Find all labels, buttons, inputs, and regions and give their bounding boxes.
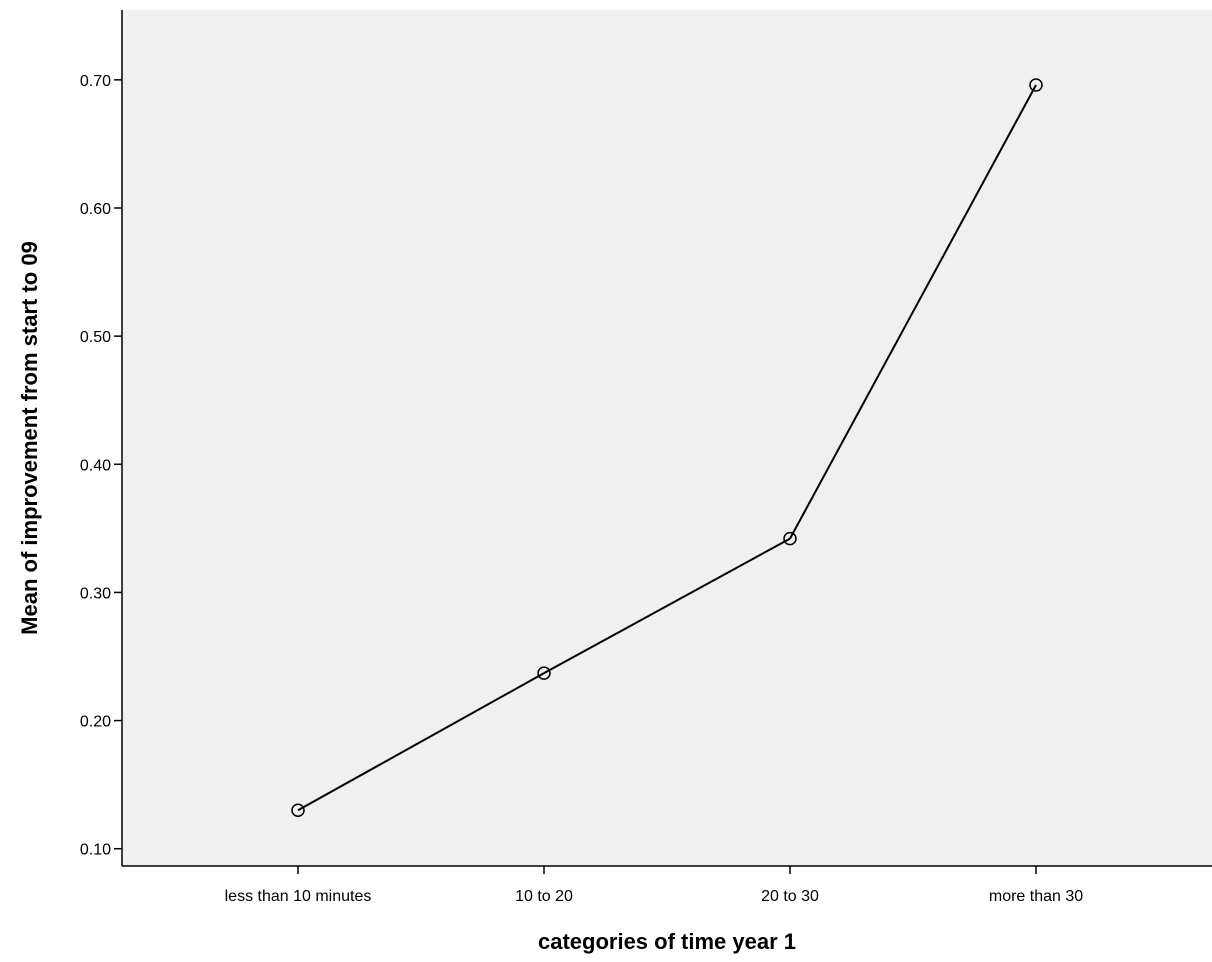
x-tick-label: 20 to 30 xyxy=(761,888,819,905)
data-point-marker xyxy=(1029,78,1043,92)
y-axis: 0.10 0.20 0.30 0.40 0.50 0.60 0.70 xyxy=(80,10,123,866)
y-tick-label: 0.10 xyxy=(80,842,111,859)
y-axis-title: Mean of improvement from start to 09 xyxy=(17,241,42,635)
y-tick-label: 0.30 xyxy=(80,585,111,602)
x-tick-label: 10 to 20 xyxy=(515,888,573,905)
data-point-marker xyxy=(537,666,551,680)
data-points xyxy=(291,78,1043,818)
data-point-marker xyxy=(291,803,305,818)
x-axis: less than 10 minutes 10 to 20 20 to 30 more… xyxy=(122,865,1212,905)
series-line-segment xyxy=(297,672,545,812)
y-tick-label: 0.20 xyxy=(80,714,111,731)
series-line-segment xyxy=(543,537,791,675)
series-line xyxy=(297,84,1037,812)
series-line-segment xyxy=(789,84,1037,540)
y-tick-label: 0.70 xyxy=(80,73,111,90)
x-tick-label: more than 30 xyxy=(989,888,1083,905)
data-point-marker xyxy=(783,531,797,546)
plot-area xyxy=(122,10,1212,866)
x-tick-label: less than 10 minutes xyxy=(225,888,372,905)
y-tick-label: 0.60 xyxy=(80,201,111,218)
x-axis-title: categories of time year 1 xyxy=(538,929,796,954)
y-tick-label: 0.50 xyxy=(80,329,111,346)
y-tick-label: 0.40 xyxy=(80,457,111,474)
